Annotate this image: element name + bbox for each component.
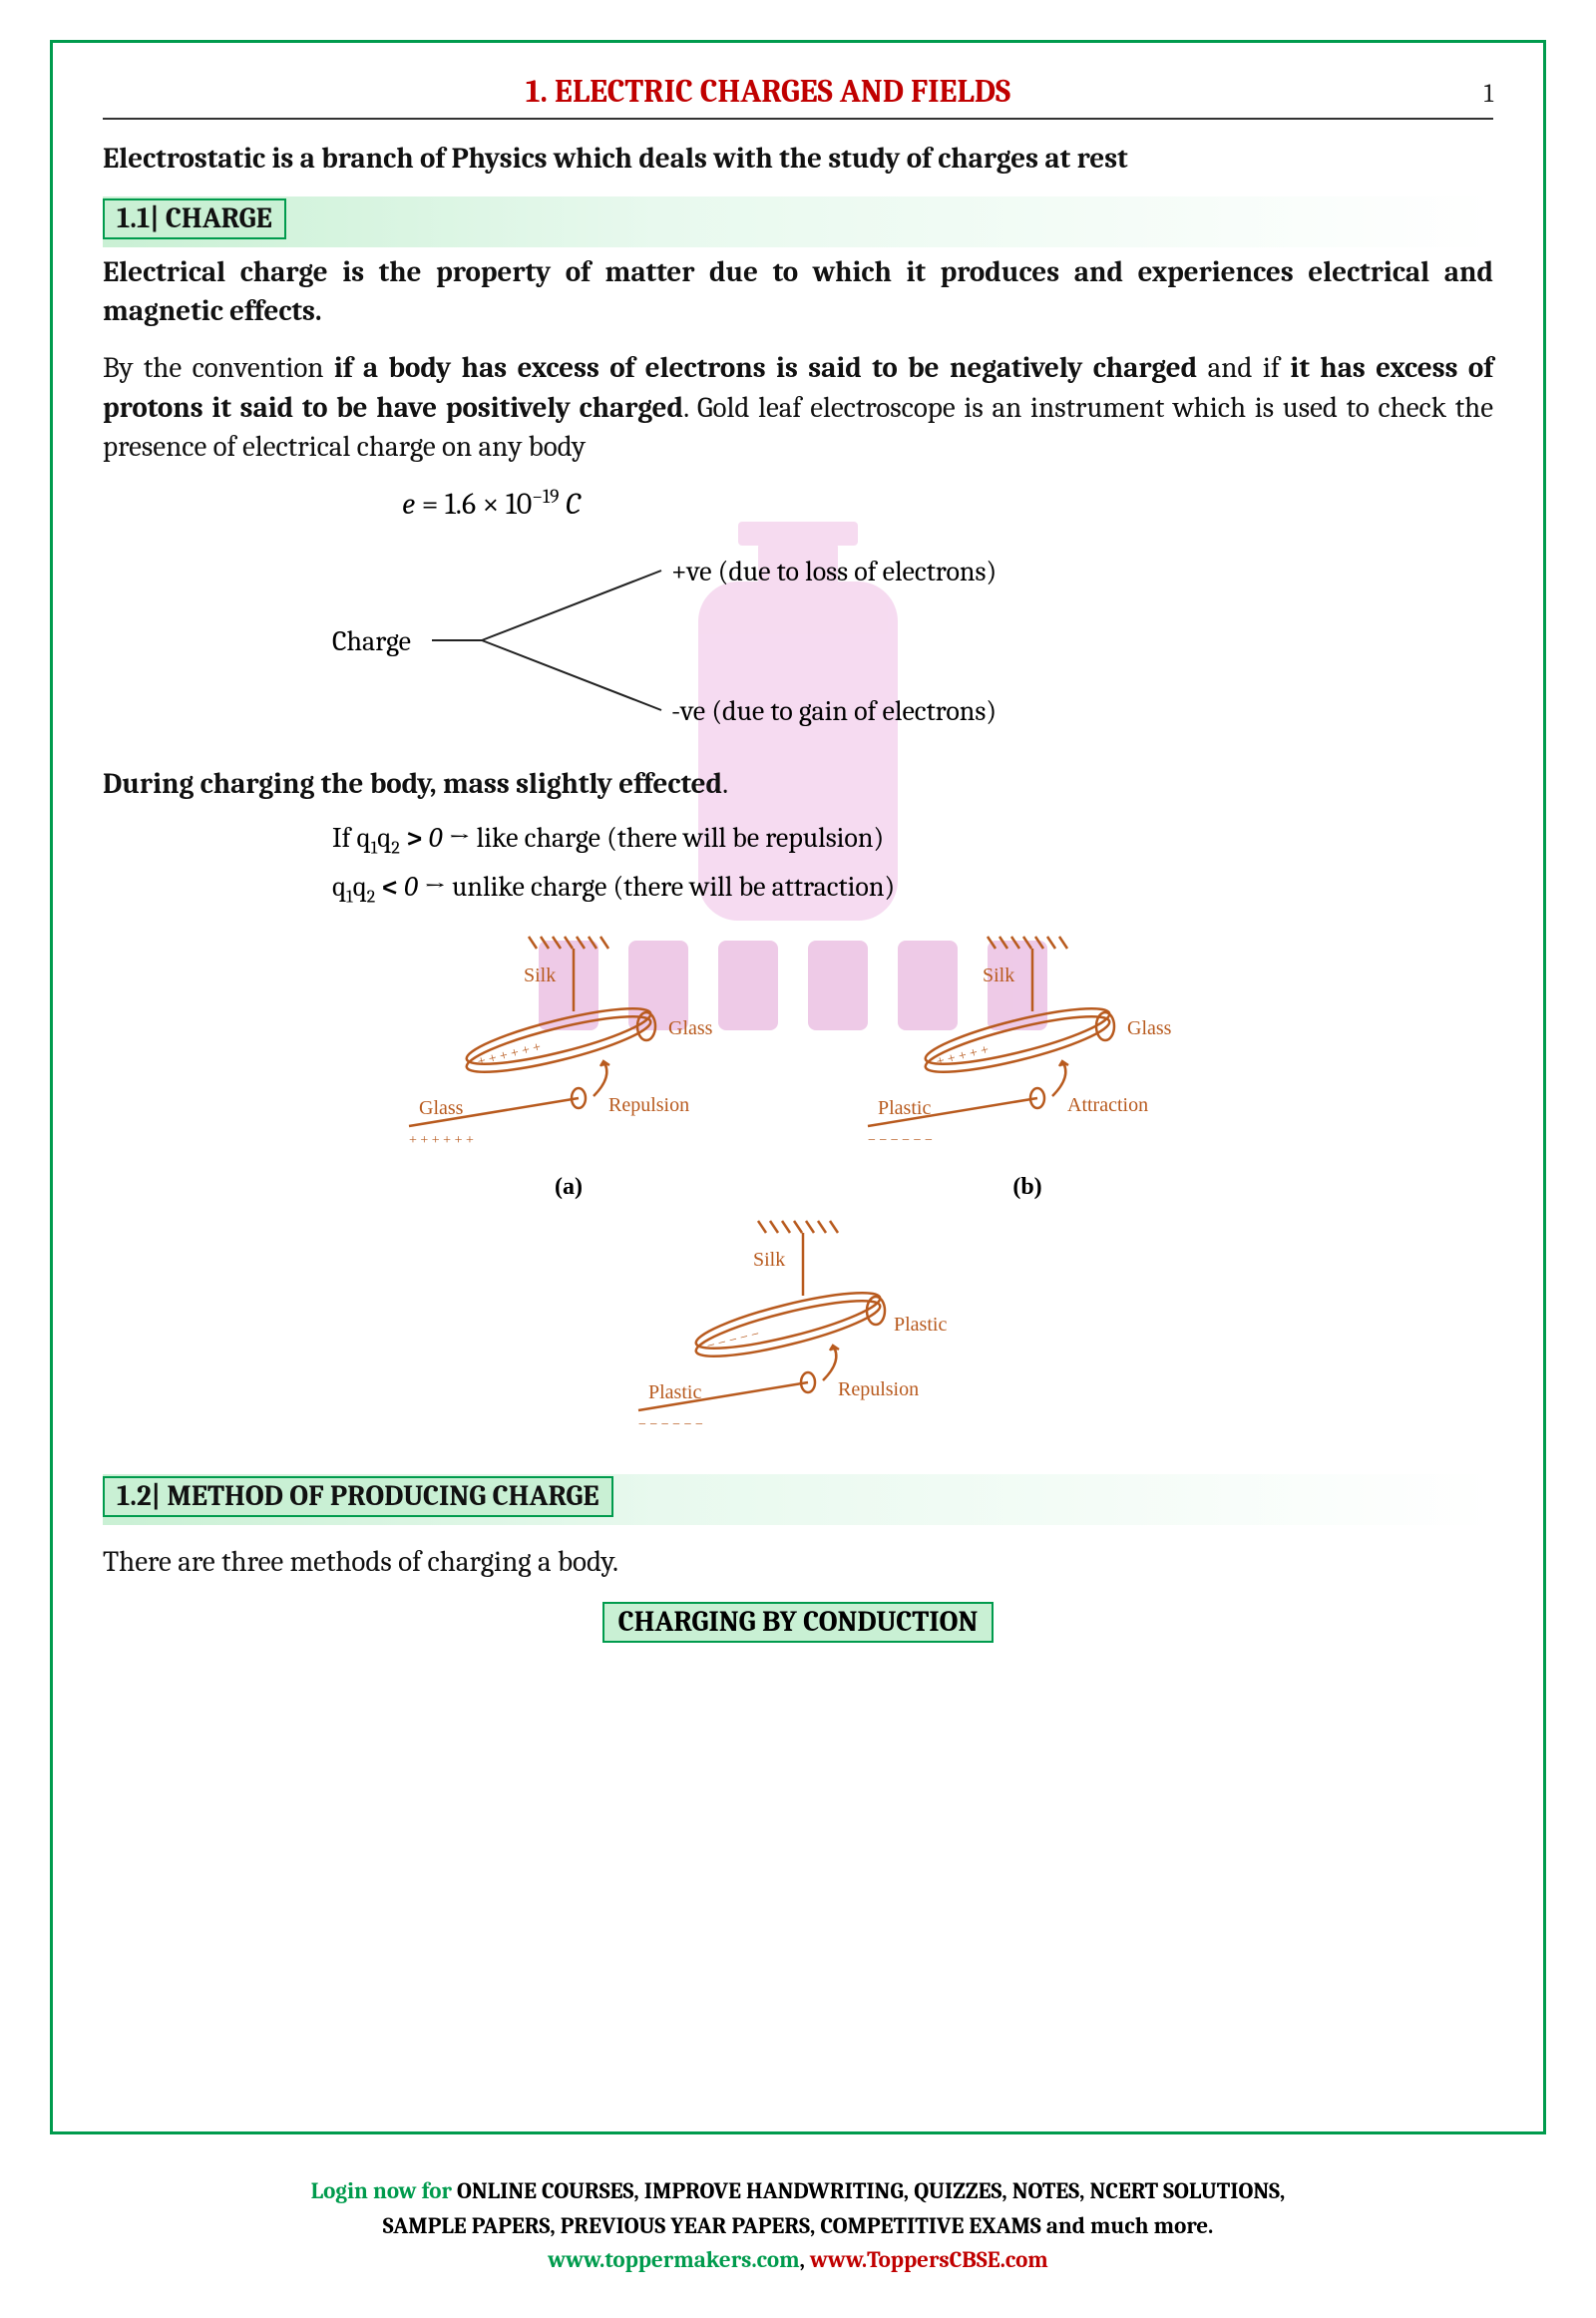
- svg-text:− − − − − −: − − − − − −: [868, 1133, 933, 1148]
- chapter-title: 1. ELECTRIC CHARGES AND FIELDS: [103, 73, 1433, 110]
- svg-text:+ + + + +: + + + + +: [935, 1043, 991, 1071]
- attraction-label: Attraction: [1067, 1094, 1148, 1116]
- charge-convention: By the convention if a body has excess o…: [103, 349, 1493, 466]
- page-header: 1. ELECTRIC CHARGES AND FIELDS 1: [103, 73, 1493, 120]
- url-separator: ,: [800, 2246, 810, 2273]
- t: 1: [346, 886, 353, 907]
- silk-label: Silk: [753, 1249, 785, 1271]
- t: → like charge (there will be repulsion): [442, 822, 884, 854]
- svg-text:+ + + + + +: + + + + + +: [409, 1133, 474, 1148]
- intro-text: Electrostatic is a branch of Physics whi…: [103, 140, 1493, 179]
- footer-line1: ONLINE COURSES, IMPROVE HANDWRITING, QUI…: [452, 2177, 1285, 2204]
- t: q: [353, 871, 367, 903]
- branch-lines-icon: [432, 536, 681, 735]
- glass-label: Glass: [668, 1017, 713, 1039]
- silk-label: Silk: [524, 965, 556, 986]
- charge-negative-label: -ve (due to gain of electrons): [671, 695, 997, 727]
- footer-url-1[interactable]: www.toppermakers.com: [548, 2246, 799, 2273]
- label-b: (b): [838, 1174, 1217, 1201]
- repulsion-plastic-icon: Silk − − − − − Plastic − − − − − − Plast…: [608, 1211, 988, 1450]
- conduction-heading: CHARGING BY CONDUCTION: [602, 1602, 995, 1643]
- electron-charge-equation: e = 1.6 × 10−19 C: [402, 485, 1493, 522]
- eq-exp: −19: [532, 485, 559, 508]
- t: 2: [367, 886, 376, 907]
- text-bold: During charging the body, mass slightly …: [103, 768, 722, 801]
- footer-line2: SAMPLE PAPERS, PREVIOUS YEAR PAPERS, COM…: [50, 2209, 1546, 2244]
- silk-label: Silk: [983, 965, 1014, 986]
- svg-text:− − − − − −: − − − − − −: [638, 1417, 703, 1432]
- t: 0: [404, 871, 418, 903]
- eq-var: e: [402, 487, 415, 522]
- section-2-intro: There are three methods of charging a bo…: [103, 1543, 1493, 1582]
- text: and if: [1197, 352, 1290, 385]
- section-1-heading: 1.1| CHARGE: [103, 198, 286, 239]
- unlike-charge-rule: q1q2 < 0 → unlike charge (there will be …: [332, 871, 1493, 908]
- t: → unlike charge (there will be attractio…: [418, 871, 895, 903]
- glass-label: Glass: [1127, 1017, 1172, 1039]
- repulsion-glass-icon: Silk + + + + + + Glass + + + + + + Glass…: [379, 927, 758, 1166]
- plastic-label-2: Plastic: [648, 1381, 701, 1403]
- eq-val: = 1.6 × 10: [415, 487, 532, 522]
- eq-unit: C: [559, 487, 580, 522]
- svg-text:− − − − −: − − − − −: [705, 1328, 761, 1355]
- t: <: [375, 871, 404, 903]
- page-footer: Login now for ONLINE COURSES, IMPROVE HA…: [50, 2174, 1546, 2278]
- attraction-icon: Silk + + + + + Glass − − − − − − Plastic…: [838, 927, 1217, 1166]
- mass-note: During charging the body, mass slightly …: [103, 765, 1493, 804]
- plastic-label: Plastic: [878, 1097, 931, 1119]
- subsection-row: CHARGING BY CONDUCTION: [103, 1602, 1493, 1643]
- charge-root-label: Charge: [332, 625, 411, 657]
- repulsion-label: Repulsion: [838, 1378, 919, 1400]
- charge-branch-diagram: Charge +ve (due to loss of electrons) -v…: [332, 536, 1493, 755]
- footer-url-2[interactable]: www.ToppersCBSE.com: [810, 2246, 1048, 2273]
- t: q: [332, 871, 346, 903]
- page-number: 1: [1433, 79, 1493, 109]
- charging-diagrams: Silk + + + + + + Glass + + + + + + Glass…: [103, 927, 1493, 1454]
- plastic-label: Plastic: [894, 1314, 947, 1336]
- diagram-b: Silk + + + + + Glass − − − − − − Plastic…: [838, 927, 1217, 1201]
- text-bold: if a body has excess of electrons is sai…: [334, 352, 1197, 385]
- text: By the convention: [103, 352, 334, 385]
- t: q: [377, 822, 391, 854]
- charge-definition: Electrical charge is the property of mat…: [103, 253, 1493, 331]
- label-a: (a): [379, 1174, 758, 1201]
- footer-login: Login now for: [311, 2177, 452, 2204]
- glass-label-2: Glass: [419, 1097, 464, 1119]
- t: 0: [429, 822, 443, 854]
- charge-positive-label: +ve (due to loss of electrons): [671, 556, 997, 587]
- repulsion-label: Repulsion: [608, 1094, 689, 1116]
- section-1-row: 1.1| CHARGE: [103, 196, 1493, 247]
- section-2-heading: 1.2| METHOD OF PRODUCING CHARGE: [103, 1476, 613, 1517]
- diagram-a: Silk + + + + + + Glass + + + + + + Glass…: [379, 927, 758, 1201]
- section-2-row: 1.2| METHOD OF PRODUCING CHARGE: [103, 1474, 1493, 1525]
- diagram-c: Silk − − − − − Plastic − − − − − − Plast…: [608, 1211, 988, 1454]
- t: If q: [332, 822, 371, 854]
- like-charge-rule: If q1q2 > 0 → like charge (there will be…: [332, 822, 1493, 859]
- t: >: [400, 822, 429, 854]
- t: 2: [391, 838, 400, 859]
